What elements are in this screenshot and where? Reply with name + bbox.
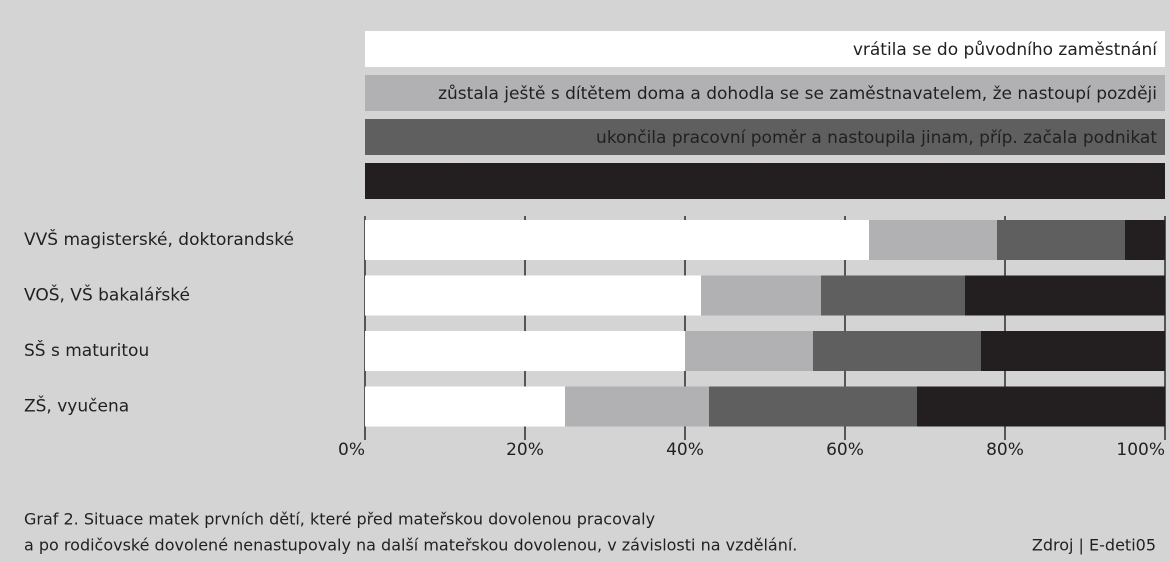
y-tick-label: ZŠ, vyučena [24,395,129,417]
bar [813,331,981,371]
y-tick-label: VOŠ, VŠ bakalářské [24,284,190,306]
legend-swatch [365,75,1165,111]
bar [965,275,1165,316]
bar [365,220,869,260]
x-tick-label: 20% [506,440,544,460]
x-tick-label: 60% [826,440,864,460]
bar [1125,220,1165,260]
x-tick-label: 0% [338,440,365,460]
bar [981,331,1165,371]
legend-label: vrátila se do původního zaměstnání [853,40,1158,60]
bar [365,386,565,427]
bar [365,275,701,316]
legend-label: ukončila pracovní poměr a nastoupila jin… [596,128,1157,148]
bar [821,275,965,316]
bar [365,331,685,371]
x-tick-label: 100% [1116,440,1165,460]
legend-swatch [365,31,1165,67]
bar [869,220,997,260]
legend-swatch [365,119,1165,155]
bar [701,275,821,316]
caption-line: Graf 2. Situace matek prvních dětí, kter… [24,510,655,529]
y-tick-label: VVŠ magisterské, doktorandské [24,228,294,250]
legend-label: zůstala ještě s dítětem doma, ukončila p… [437,172,1157,192]
source: Zdroj | E-deti05 [1032,536,1156,555]
x-tick-label: 40% [666,440,704,460]
bar [685,331,813,371]
bar [917,386,1165,427]
legend-swatch [365,163,1165,199]
bar [997,220,1125,260]
y-tick-label: SŠ s maturitou [24,339,149,361]
x-tick-label: 80% [986,440,1024,460]
bar [565,386,709,427]
bar [709,386,917,427]
legend-label: zůstala ještě s dítětem doma a dohodla s… [438,84,1157,104]
caption-line: a po rodičovské dovolené nenastupovaly n… [24,536,797,555]
